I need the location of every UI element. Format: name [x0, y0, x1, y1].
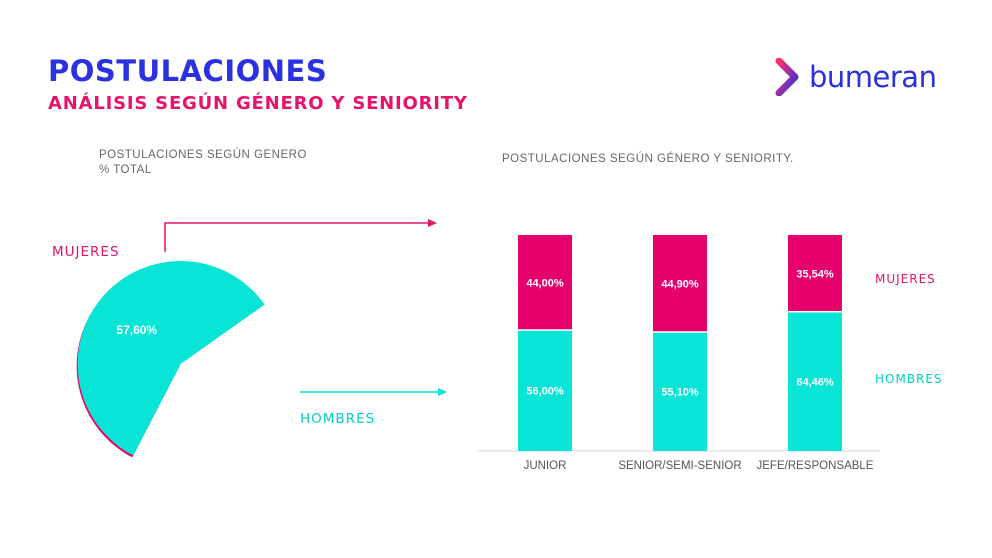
arrow-hombres — [300, 388, 447, 396]
bar-value-label: 55,10% — [661, 386, 699, 398]
bar-hombres — [518, 330, 572, 451]
bar-mujeres — [788, 235, 842, 312]
page-title: POSTULACIONES — [48, 54, 328, 88]
pie-slice-hombres — [77, 261, 265, 456]
pie-subtitle-line: % TOTAL — [99, 164, 152, 176]
legend-hombres: HOMBRES — [875, 372, 943, 386]
legend-mujeres: MUJERES — [875, 272, 936, 286]
bar-value-label: 35,54% — [796, 268, 834, 280]
bar-mujeres — [518, 235, 572, 331]
bar-value-label: 44,90% — [661, 278, 699, 290]
category-label: JUNIOR — [524, 460, 567, 472]
bar-value-label: 56,00% — [526, 386, 564, 398]
category-label: JEFE/RESPONSABLE — [757, 460, 874, 472]
pie-label-mujeres: MUJERES — [52, 244, 120, 260]
bumeran-chevron-icon — [775, 58, 799, 96]
bar-value-label: 44,00% — [526, 278, 564, 290]
logo-text: bumeran — [809, 60, 937, 94]
bar-mujeres — [653, 235, 707, 332]
bar-hombres — [788, 311, 842, 451]
bumeran-logo: bumeran — [775, 58, 937, 96]
pie-label-hombres: HOMBRES — [300, 411, 376, 427]
bar-value-label: 64,46% — [796, 376, 834, 388]
page-subtitle: ANÁLISIS SEGÚN GÉNERO Y SENIORITY — [48, 93, 468, 114]
category-label: SENIOR/SEMI-SENIOR — [618, 460, 741, 472]
pie-chart-title: POSTULACIONES SEGÚN GENERO % TOTAL — [99, 148, 307, 178]
bar-hombres — [653, 331, 707, 451]
pie-value-label: 57,60% — [116, 323, 157, 337]
pie-title-line: POSTULACIONES SEGÚN GENERO — [99, 149, 307, 161]
arrow-mujeres — [164, 219, 437, 252]
bar-chart-title: POSTULACIONES SEGÚN GÉNERO Y SENIORITY. — [502, 153, 794, 165]
